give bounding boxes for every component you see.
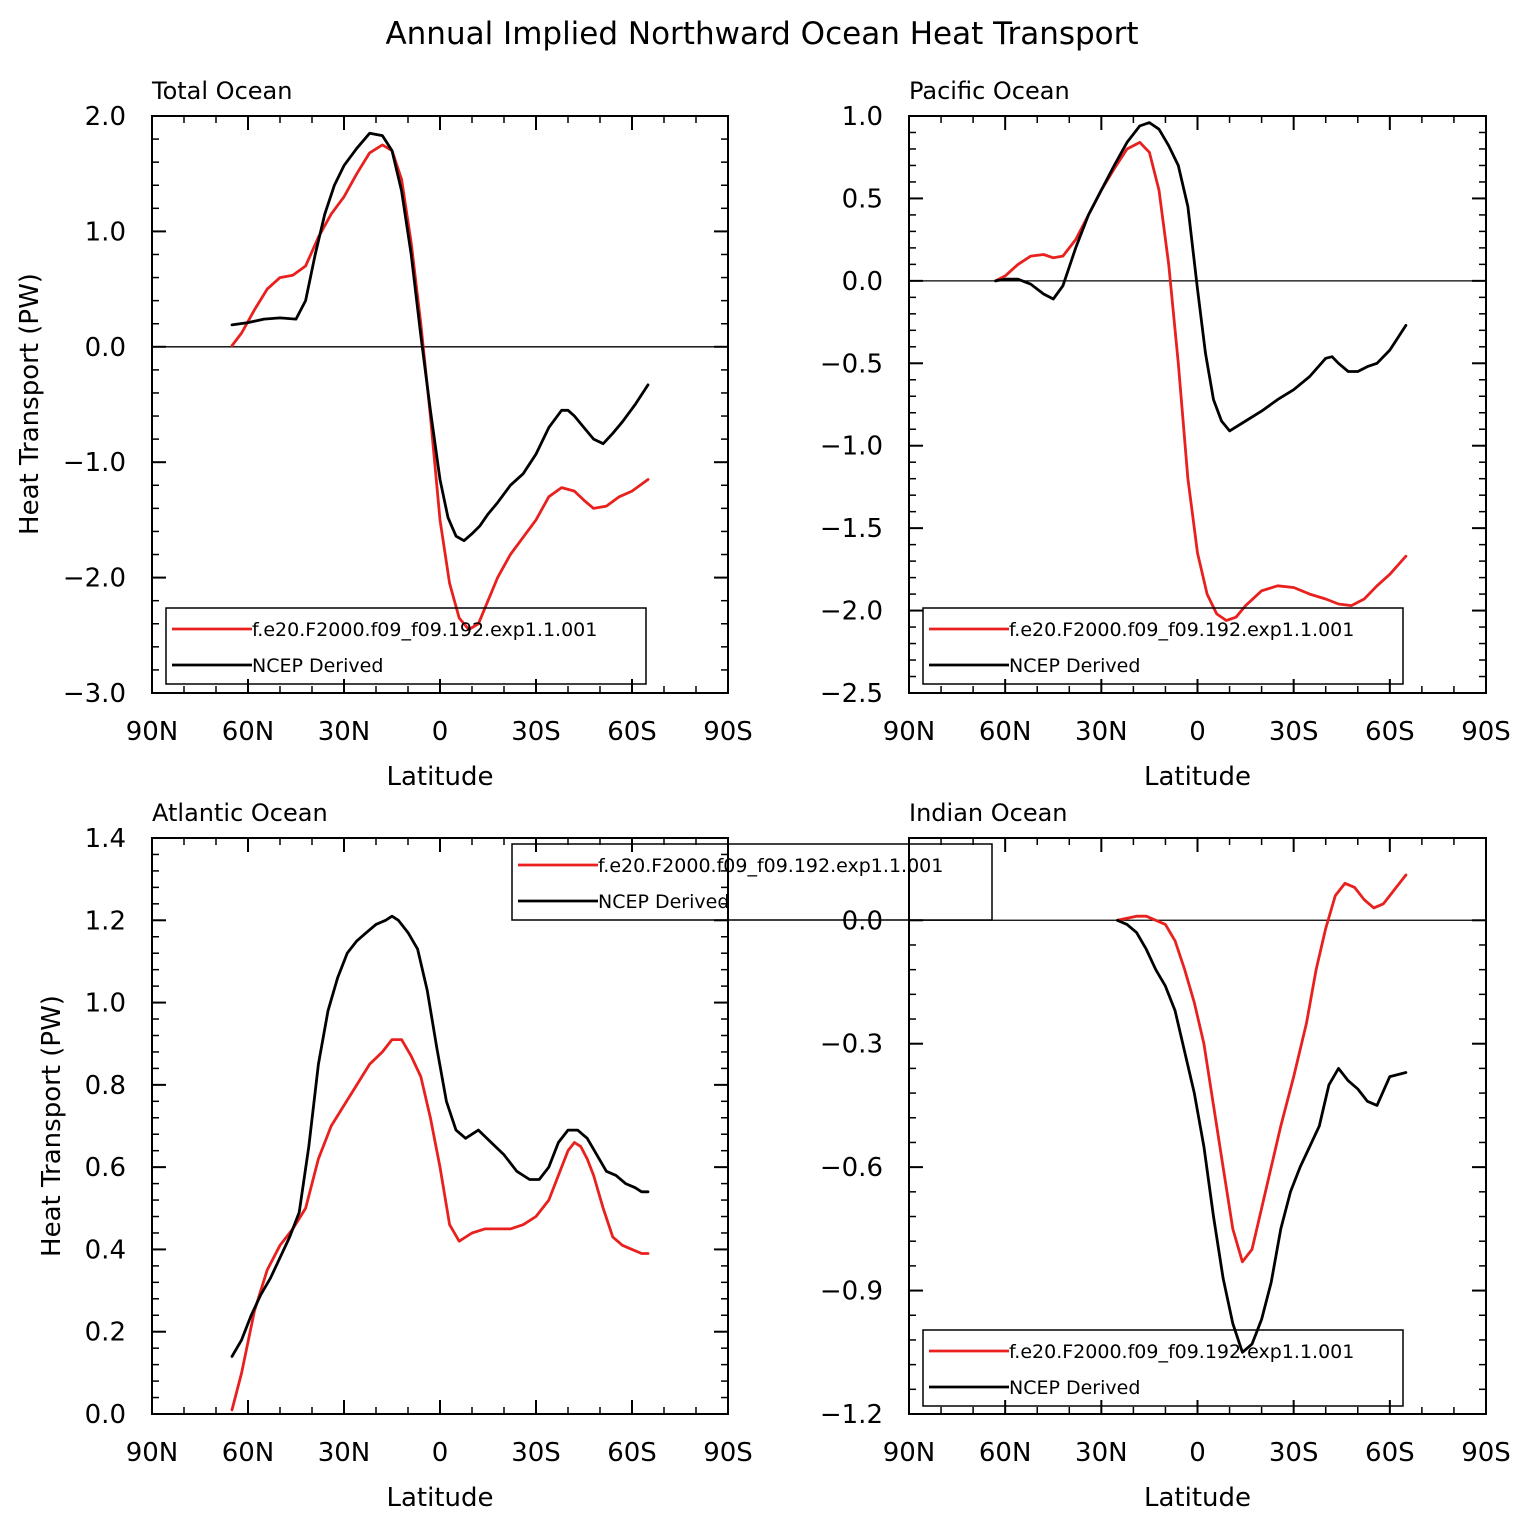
x-tick-label: 60N (222, 717, 275, 747)
y-tick-label: 1.4 (85, 824, 126, 854)
legend-label: f.e20.F2000.f09_f09.192.exp1.1.001 (598, 855, 943, 877)
panel-indian-ocean: 90N 60N 30N 0 30S 60S 90S 0.0 −0.3 −0.6 −0.9 −1.2 f.… (820, 799, 1511, 1513)
ncep-series-line (1116, 918, 1408, 1354)
y-axis-label: Heat Transport (PW) (15, 273, 45, 535)
x-axis-label: Latitude (386, 1483, 493, 1513)
y-tick-label: 0.5 (842, 184, 883, 214)
x-tick-label: 0 (432, 1438, 449, 1468)
y-tick-label: −3.0 (63, 679, 126, 709)
x-tick-label: 30N (318, 1438, 371, 1468)
x-tick-label: 30N (1075, 1438, 1128, 1468)
plot-frame (151, 837, 729, 1415)
plot-frame (151, 115, 729, 694)
legend-label: NCEP Derived (1009, 655, 1140, 677)
y-tick-label: 0.0 (842, 906, 883, 936)
y-tick-label: −1.0 (820, 432, 883, 462)
y-tick-label: 1.0 (85, 217, 126, 247)
y-tick-label: −0.9 (820, 1277, 883, 1307)
y-tick-label: −1.0 (63, 448, 126, 478)
model-series-line (230, 1038, 650, 1412)
legend-box (922, 607, 1404, 685)
y-tick-label: 2.0 (85, 102, 126, 132)
y-tick-label: −0.5 (820, 349, 883, 379)
x-tick-label: 90S (1461, 1438, 1511, 1468)
x-tick-label: 60N (979, 1438, 1032, 1468)
x-tick-label: 30S (1269, 717, 1319, 747)
figure-title: Annual Implied Northward Ocean Heat Tran… (385, 16, 1138, 52)
x-tick-label: 60S (1365, 717, 1415, 747)
y-tick-label: −2.0 (820, 597, 883, 627)
y-tick-label: 0.4 (85, 1235, 126, 1265)
x-tick-label: 90N (126, 717, 179, 747)
x-tick-label: 30S (511, 717, 561, 747)
x-tick-label: 0 (432, 717, 449, 747)
y-axis-label: Heat Transport (PW) (37, 995, 67, 1257)
plot-frame (908, 115, 1487, 694)
model-series-line (1116, 873, 1408, 1264)
x-tick-label: 60N (979, 717, 1032, 747)
x-tick-label: 90S (703, 1438, 753, 1468)
x-tick-label: 0 (1189, 1438, 1206, 1468)
y-tick-label: 0.2 (85, 1318, 126, 1348)
legend-label: f.e20.F2000.f09_f09.192.exp1.1.001 (1009, 619, 1354, 641)
x-tick-label: 0 (1189, 717, 1206, 747)
legend-box (165, 607, 647, 685)
x-tick-label: 90S (1461, 717, 1511, 747)
legend-label: f.e20.F2000.f09_f09.192.exp1.1.001 (252, 619, 597, 641)
legend-box (922, 1329, 1404, 1407)
y-tick-label: 0.0 (842, 267, 883, 297)
x-tick-label: 60S (1365, 1438, 1415, 1468)
y-tick-label: 0.0 (85, 333, 126, 363)
y-tick-label: 0.0 (85, 1400, 126, 1430)
x-tick-label: 60S (607, 717, 657, 747)
x-axis-label: Latitude (1144, 1483, 1251, 1513)
legend-label: NCEP Derived (1009, 1377, 1140, 1399)
x-tick-label: 30S (1269, 1438, 1319, 1468)
x-tick-label: 30N (1075, 717, 1128, 747)
legend-label: NCEP Derived (252, 655, 383, 677)
x-tick-label: 90N (126, 1438, 179, 1468)
x-axis-label: Latitude (386, 762, 493, 792)
x-tick-label: 90N (883, 1438, 936, 1468)
x-tick-label: 60S (607, 1438, 657, 1468)
panel-title: Atlantic Ocean (152, 799, 328, 827)
panel-title: Total Ocean (151, 77, 292, 105)
panel-total-ocean: 90N 60N 30N 0 30S 60S 90S 2.0 1.0 0.0 −1.0 −2.0 −3.0… (15, 77, 753, 792)
ncep-series-line (230, 914, 650, 1358)
x-tick-label: 90N (883, 717, 936, 747)
y-tick-label: −2.0 (63, 564, 126, 594)
panels-group: 90N 60N 30N 0 30S 60S 90S 2.0 1.0 0.0 −1.0 −2.0 −3.0… (15, 77, 1511, 1513)
y-tick-label: −0.3 (820, 1030, 883, 1060)
panel-title: Pacific Ocean (909, 77, 1070, 105)
y-tick-label: −0.6 (820, 1153, 883, 1183)
x-tick-label: 90S (703, 717, 753, 747)
legend-box (511, 843, 993, 921)
y-tick-label: 1.0 (85, 989, 126, 1019)
ncep-series-line (230, 131, 650, 543)
y-tick-label: 0.8 (85, 1071, 126, 1101)
y-tick-label: 0.6 (85, 1153, 126, 1183)
x-tick-label: 30S (511, 1438, 561, 1468)
model-series-line (994, 140, 1408, 622)
panel-atlantic-ocean: 90N 60N 30N 0 30S 60S 90S 1.4 1.2 1.0 0.8 0.6 0.4 0.2… (37, 799, 993, 1513)
panel-title: Indian Ocean (909, 799, 1068, 827)
x-axis-label: Latitude (1144, 762, 1251, 792)
model-series-line (230, 143, 650, 631)
plot-frame (908, 837, 1487, 1415)
y-tick-label: 1.2 (85, 906, 126, 936)
y-tick-label: −1.2 (820, 1400, 883, 1430)
ncep-series-line (994, 121, 1408, 433)
x-tick-label: 60N (222, 1438, 275, 1468)
y-tick-label: −2.5 (820, 679, 883, 709)
legend-label: f.e20.F2000.f09_f09.192.exp1.1.001 (1009, 1341, 1354, 1363)
panel-pacific-ocean: 90N 60N 30N 0 30S 60S 90S 1.0 0.5 0.0 −0.5 −1.0 −1.5… (820, 77, 1511, 792)
x-tick-label: 30N (318, 717, 371, 747)
legend-label: NCEP Derived (598, 891, 729, 913)
y-tick-label: −1.5 (820, 514, 883, 544)
y-tick-label: 1.0 (842, 102, 883, 132)
